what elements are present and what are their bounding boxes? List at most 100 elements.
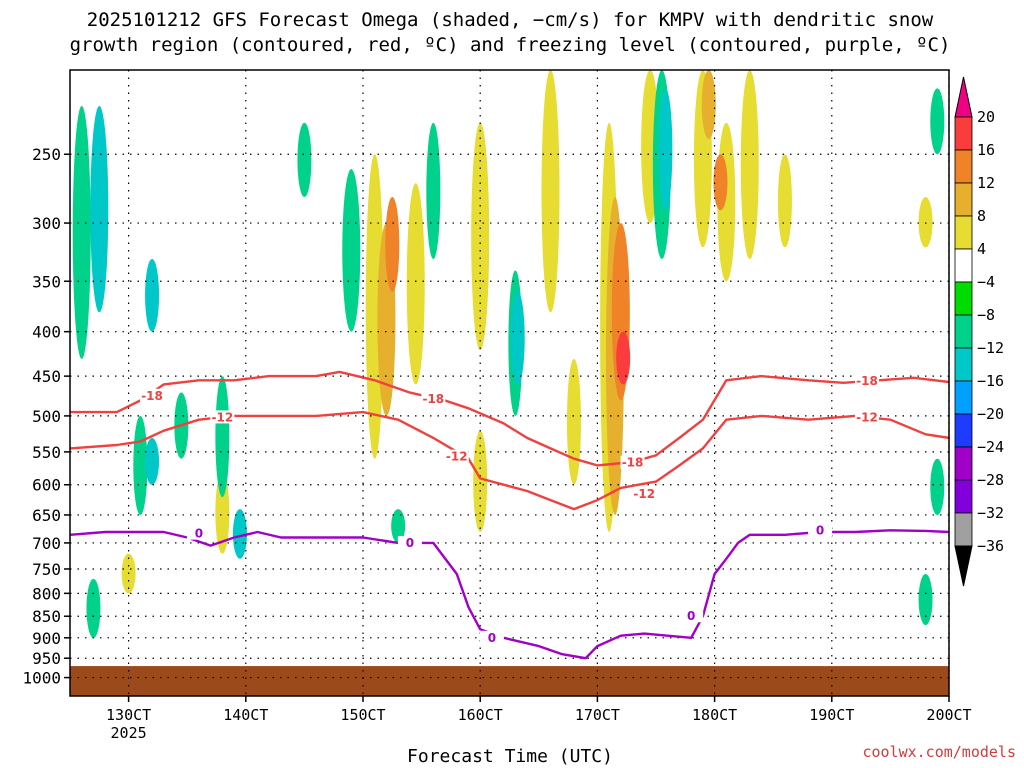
- contour-label-10: 0: [488, 631, 496, 645]
- y-tick-label-800: 800: [32, 584, 61, 603]
- colorbar-label--20: −20: [977, 405, 1004, 423]
- contour-label-bg-10: [479, 630, 504, 644]
- y-tick-label-700: 700: [32, 534, 61, 553]
- colorbar-swatch-4: [954, 215, 973, 250]
- contour-label-bg-9: [397, 535, 422, 549]
- contour-label-4: -18: [622, 456, 644, 470]
- colorbar-swatch-9: [954, 380, 973, 415]
- contour-label-bg-6: [854, 374, 879, 388]
- plot-frame: [69, 69, 950, 697]
- omega-shade-36: [740, 70, 759, 260]
- x-tick-label-16: 160CT: [458, 706, 503, 724]
- terrain-fill: [70, 666, 949, 696]
- omega-shade-23: [541, 70, 560, 313]
- y-tick-label-450: 450: [32, 367, 61, 386]
- colorbar-swatch-11: [954, 446, 973, 481]
- colorbar-swatch-2: [954, 149, 973, 184]
- x-axis-label: Forecast Time (UTC): [407, 746, 613, 767]
- colorbar-top-arrow: [954, 76, 973, 118]
- omega-shade-35: [713, 154, 728, 211]
- omega-shade-0: [72, 105, 91, 359]
- contour-label-1: -12: [212, 410, 234, 424]
- contour-label-0: -18: [141, 389, 163, 403]
- contour-label-bg-4: [620, 455, 645, 469]
- contour--18-0: [70, 370, 949, 467]
- colorbar: 20 16 12 8 4 −4 −8 −12 −16 −20 −24 −28 −32 −36: [954, 76, 1004, 587]
- colorbar-swatch-13: [954, 512, 973, 547]
- y-tick-label-650: 650: [32, 506, 61, 525]
- y-tick-label-500: 500: [32, 407, 61, 426]
- terrain: [70, 666, 949, 696]
- plot-area: -18 -12 -18 -12 -18 -12 -18 -12 0 0 0 0 0: [69, 69, 950, 697]
- y-tick-label-900: 900: [32, 629, 61, 648]
- omega-shading: [72, 70, 945, 638]
- omega-shade-1: [90, 105, 109, 313]
- contour-label-6: -18: [856, 374, 878, 388]
- x-tick-label-14: 140CT: [223, 706, 268, 724]
- omega-shade-31: [658, 88, 673, 211]
- omega-shade-8: [232, 509, 247, 559]
- colorbar-swatch-8: [954, 347, 973, 382]
- contours: [70, 370, 949, 660]
- contour-label-8: 0: [195, 527, 203, 541]
- x-tick-label-15: 150CT: [340, 706, 385, 724]
- omega-shade-4: [145, 437, 160, 485]
- omega-shade-33: [701, 70, 716, 139]
- x-tick-label-20: 200CT: [926, 706, 971, 724]
- colorbar-label-4: 4: [977, 240, 986, 258]
- contour-label-11: 0: [687, 609, 695, 623]
- x-tick-label-19: 190CT: [809, 706, 854, 724]
- y-tick-label-250: 250: [32, 145, 61, 164]
- omega-shade-12: [342, 169, 361, 332]
- colorbar-label--16: −16: [977, 372, 1004, 390]
- y-tick-label-400: 400: [32, 323, 61, 342]
- omega-shade-11: [297, 122, 312, 198]
- y-tick-label-300: 300: [32, 214, 61, 233]
- x-tick-label-13: 130CT: [106, 706, 151, 724]
- contour-label-bg-0: [140, 388, 165, 402]
- colorbar-label--8: −8: [977, 306, 995, 324]
- y-tick-label-1000: 1000: [22, 669, 61, 688]
- omega-shade-40: [930, 458, 945, 515]
- colorbar-label--32: −32: [977, 504, 1004, 522]
- colorbar-label--12: −12: [977, 339, 1004, 357]
- colorbar-swatch-5: [954, 248, 973, 283]
- omega-shade-16: [406, 183, 425, 385]
- contour-label-bg-2: [421, 391, 446, 405]
- colorbar-label--28: −28: [977, 471, 1004, 489]
- y-tick-label-550: 550: [32, 443, 61, 462]
- contour-label-bg-8: [186, 526, 211, 540]
- contour-label-bg-3: [444, 449, 469, 463]
- omega-shade-20: [473, 430, 488, 532]
- y-tick-label-600: 600: [32, 476, 61, 495]
- omega-shade-41: [918, 573, 933, 626]
- contour-label-9: 0: [406, 536, 414, 550]
- contour-0-2: [70, 529, 949, 660]
- y-tick-label-950: 950: [32, 649, 61, 668]
- omega-shade-6: [215, 471, 230, 554]
- colorbar-swatch-10: [954, 413, 973, 448]
- colorbar-label-16: 16: [977, 141, 995, 159]
- colorbar-label--36: −36: [977, 537, 1004, 555]
- omega-shade-37: [777, 154, 792, 248]
- contour-label-3: -12: [446, 450, 468, 464]
- title-line-2: growth region (contoured, red, ºC) and f…: [70, 34, 951, 56]
- contour-label-bg-1: [210, 410, 235, 424]
- contour-label-2: -18: [422, 392, 444, 406]
- colorbar-label-20: 20: [977, 108, 995, 126]
- x-year-label: 2025: [111, 724, 147, 742]
- y-tick-label-350: 350: [32, 272, 61, 291]
- omega-shade-28: [616, 331, 631, 385]
- x-tick-label-17: 170CT: [575, 706, 620, 724]
- colorbar-label-12: 12: [977, 174, 995, 192]
- colorbar-label--24: −24: [977, 438, 1004, 456]
- x-axis: 130CT 140CT 150CT 160CT 170CT 180CT 190CT 200CT: [106, 696, 972, 724]
- omega-shade-2: [145, 259, 160, 332]
- y-tick-label-850: 850: [32, 607, 61, 626]
- colorbar-swatch-12: [954, 479, 973, 514]
- colorbar-swatch-3: [954, 182, 973, 217]
- omega-shade-15: [385, 197, 400, 292]
- omega-shade-7: [215, 376, 230, 498]
- contour-label-bg-5: [632, 487, 657, 501]
